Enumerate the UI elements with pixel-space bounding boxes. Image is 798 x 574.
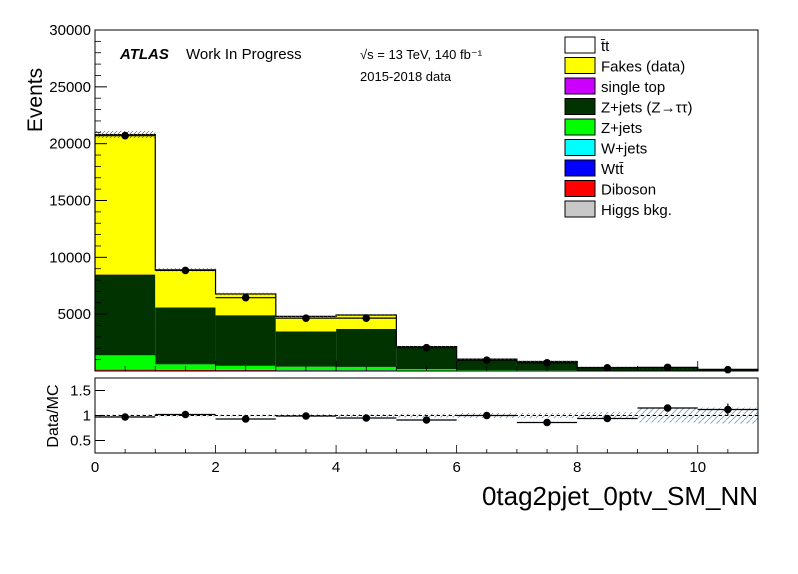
bar-z-jets-z-bin-1	[155, 307, 216, 365]
main-x-axis-ticks	[94, 361, 759, 371]
ratio-x-axis-ticks: 0 2 4 6 8 10	[91, 445, 759, 476]
main-y-tick-label-0: 5000	[58, 306, 91, 323]
legend-swatch-2	[564, 77, 596, 95]
bar-z-jets-z-bin-3	[275, 331, 337, 367]
ratio-y-tick-label-2: 1.5	[70, 383, 91, 400]
ratio-point-0	[121, 413, 129, 421]
data-years-label: 2015-2018 data	[360, 69, 452, 84]
ratio-y-tick-label-1: 1	[83, 408, 91, 425]
bar-fakes-data-bin-3	[275, 316, 337, 332]
legend-swatch-7	[564, 180, 596, 197]
legend-swatch-8	[564, 200, 596, 218]
work-in-progress-label: Work In Progress	[186, 46, 302, 63]
ratio-y-axis-ticks: 0.5 1 1.5	[70, 383, 105, 450]
x-tick-label-5: 10	[689, 459, 706, 476]
ratio-point-3	[302, 412, 310, 420]
ratio-point-4	[362, 414, 371, 422]
data-point-1	[181, 266, 190, 275]
ratio-points	[95, 403, 758, 427]
main-y-tick-label-4: 25000	[49, 79, 91, 96]
data-point-2	[241, 293, 250, 302]
legend-label-4: Z+jets	[601, 120, 642, 137]
ratio-point-1	[181, 410, 190, 419]
ratio-point-5	[422, 416, 431, 424]
legend-label-6: Wtt̄	[601, 161, 624, 178]
x-tick-label-3: 6	[452, 459, 460, 476]
bar-z-jets-bin-0	[95, 355, 156, 369]
ratio-y-tick-label-0: 0.5	[70, 433, 91, 450]
ratio-panel: 0.5 1 1.5 0 2 4 6 8 10 Data/MC 0tag2pjet_0ptv_S…	[45, 377, 759, 511]
data-point-4	[362, 314, 371, 322]
ratio-point-8	[603, 414, 612, 423]
atlas-label: ATLAS	[119, 46, 169, 63]
legend: t̄t Fakes (data) single top Z+jets (Z→ττ) Z+…	[564, 36, 692, 219]
x-tick-label-4: 8	[573, 459, 581, 476]
data-point-0	[121, 131, 129, 140]
energy-lumi-label: √s = 13 TeV, 140 fb⁻¹	[360, 47, 483, 62]
main-y-tick-label-1: 10000	[49, 249, 91, 266]
data-point-3	[302, 314, 310, 322]
bar-fakes-data-bin-1	[155, 269, 216, 308]
bar-z-jets-z-bin-4	[336, 328, 397, 367]
data-point-5	[422, 343, 431, 352]
legend-label-3: Z+jets (Z→ττ)	[601, 100, 692, 117]
x-tick-label-1: 2	[211, 459, 219, 476]
main-y-tick-label-2: 15000	[49, 193, 91, 210]
legend-swatch-0	[564, 36, 596, 54]
bar-fakes-data-bin-2	[215, 294, 276, 316]
legend-swatch-1	[564, 57, 596, 74]
bar-z-jets-z-bin-5	[396, 347, 457, 370]
ratio-point-10	[724, 405, 732, 414]
legend-swatch-3	[564, 98, 596, 115]
legend-label-2: single top	[601, 79, 665, 96]
ratio-point-7	[543, 418, 551, 427]
ratio-y-axis-label: Data/MC	[45, 384, 62, 447]
data-point-6	[482, 356, 491, 365]
x-tick-label-2: 4	[332, 459, 340, 476]
ratio-point-2	[241, 415, 250, 423]
legend-label-8: Higgs bkg.	[601, 202, 672, 219]
legend-swatch-5	[564, 139, 596, 156]
legend-swatch-6	[564, 159, 596, 177]
x-axis-label: 0tag2pjet_0ptv_SM_NN	[482, 481, 758, 511]
legend-label-5: W+jets	[601, 141, 647, 158]
legend-label-7: Diboson	[601, 182, 656, 199]
legend-label-1: Fakes (data)	[601, 59, 685, 76]
main-y-tick-label-3: 20000	[49, 136, 91, 153]
legend-swatch-4	[564, 118, 596, 136]
legend-label-0: t̄t	[600, 38, 610, 55]
bar-z-jets-z-bin-2	[215, 315, 276, 366]
data-point-7	[543, 359, 551, 367]
y-axis-label: Events	[24, 68, 47, 132]
main-y-tick-label-5: 30000	[49, 22, 91, 39]
main-panel: 5000 10000 15000 20000 25000 30000 Events ATL…	[24, 22, 759, 374]
main-y-axis-ticks: 5000 10000 15000 20000 25000 30000	[49, 22, 107, 361]
stacked-bars	[94, 133, 759, 371]
ratio-point-6	[482, 411, 491, 420]
bar-z-jets-z-bin-6	[456, 359, 517, 371]
bar-fakes-data-bin-0	[95, 134, 156, 275]
x-tick-label-0: 0	[91, 459, 99, 476]
ratio-point-9	[663, 404, 672, 412]
bar-z-jets-z-bin-0	[95, 274, 156, 356]
